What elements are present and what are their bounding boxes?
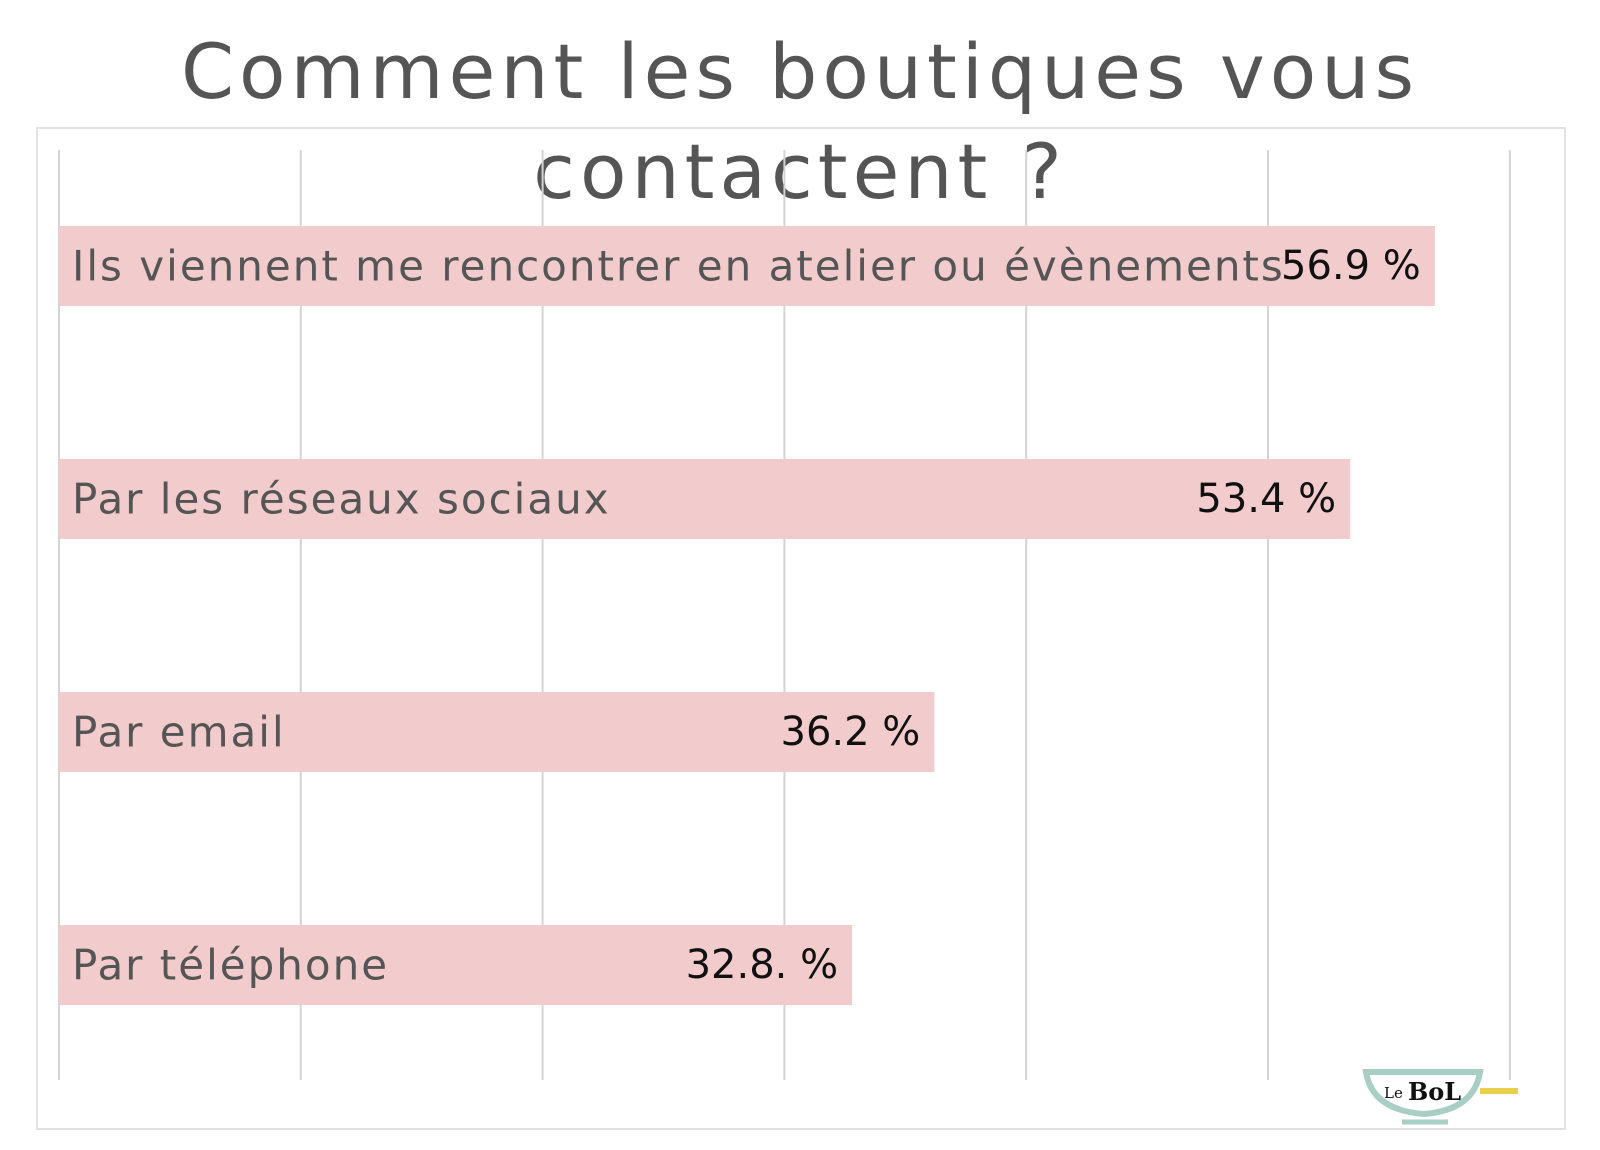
logo-text-le: Le bbox=[1384, 1084, 1403, 1102]
bar-value-2: 36.2 % bbox=[781, 709, 921, 755]
bar-value-0: 56.9 % bbox=[1281, 243, 1421, 289]
chart-title: Comment les boutiques vous contactent ? bbox=[180, 27, 1420, 216]
bar-1 bbox=[59, 459, 1351, 539]
chart-frame bbox=[36, 127, 1566, 1130]
le-bol-logo: Le BoL bbox=[1358, 1056, 1518, 1126]
bowl-icon: Le BoL bbox=[1362, 1069, 1518, 1125]
bar-value-3: 32.8. % bbox=[686, 942, 839, 988]
bar-label-0: Ils viennent me rencontrer en atelier ou… bbox=[72, 242, 1285, 291]
logo-bowl-shape bbox=[1362, 1069, 1484, 1118]
bars: Ils viennent me rencontrer en atelier ou… bbox=[59, 226, 1435, 1005]
logo-text-bol: BoL bbox=[1408, 1077, 1461, 1106]
bar-value-1: 53.4 % bbox=[1196, 476, 1336, 522]
bar-2 bbox=[59, 692, 935, 772]
bar-0 bbox=[59, 226, 1435, 306]
bar-label-3: Par téléphone bbox=[72, 941, 389, 990]
bar-label-1: Par les réseaux sociaux bbox=[72, 475, 611, 524]
bar-label-2: Par email bbox=[72, 708, 286, 757]
bar-3 bbox=[59, 925, 853, 1005]
